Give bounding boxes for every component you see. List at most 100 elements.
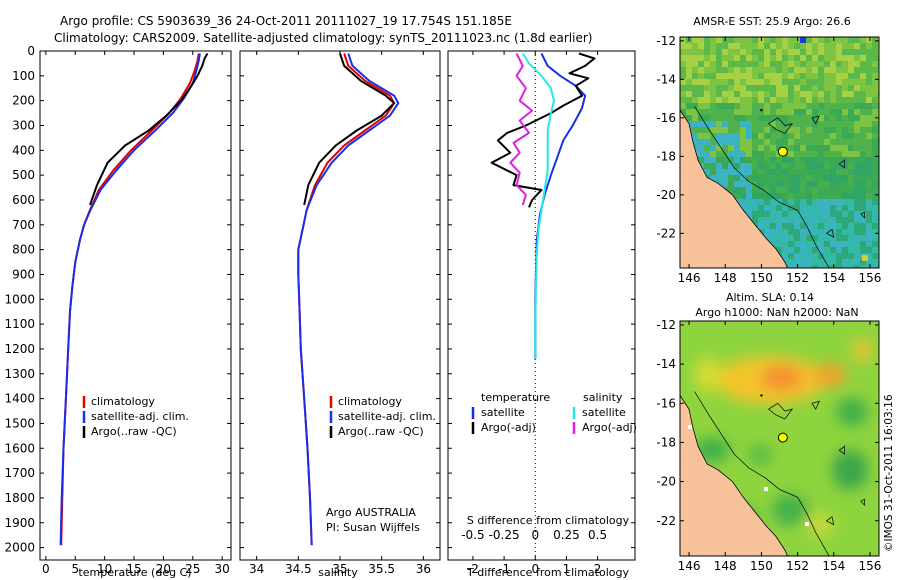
sst-cell: [698, 97, 704, 103]
sst-cell: [824, 169, 830, 175]
sst-cell: [830, 151, 836, 157]
sst-cell: [830, 157, 836, 163]
sst-cell: [728, 187, 734, 193]
sst-cell: [722, 97, 728, 103]
sst-cell: [860, 235, 866, 241]
sst-cell: [836, 235, 842, 241]
sst-cell: [704, 151, 710, 157]
sst-cell: [704, 145, 710, 151]
sst-cell: [794, 181, 800, 187]
sst-cell: [716, 49, 722, 55]
sst-cell: [698, 127, 704, 133]
sst-cell: [854, 229, 860, 235]
longitude-tick-label: 152: [786, 271, 809, 285]
sst-cell: [812, 169, 818, 175]
sst-cell: [848, 199, 854, 205]
sst-cell: [830, 163, 836, 169]
reef-contour: [838, 159, 845, 169]
sst-cell: [764, 223, 770, 229]
sst-cell: [812, 91, 818, 97]
sst-cell: [770, 145, 776, 151]
sst-cell: [866, 37, 872, 43]
sst-cell: [686, 49, 692, 55]
sst-cell: [710, 67, 716, 73]
sst-cell: [686, 109, 692, 115]
sst-cell: [812, 235, 818, 241]
sst-cell: [842, 253, 848, 259]
sst-cell: [842, 229, 848, 235]
sst-cell: [812, 121, 818, 127]
sst-cell: [764, 205, 770, 211]
sst-cell: [836, 133, 842, 139]
sst-cell: [824, 241, 830, 247]
sst-cell: [818, 187, 824, 193]
sst-cell: [800, 265, 806, 268]
sst-cell: [818, 265, 824, 268]
sst-cell: [806, 109, 812, 115]
sst-cell: [794, 67, 800, 73]
sst-cell: [806, 205, 812, 211]
latitude-tick-label: -16: [656, 111, 676, 125]
sst-cell: [716, 73, 722, 79]
sst-cell: [800, 223, 806, 229]
sst-cell: [848, 211, 854, 217]
sst-cell: [866, 91, 872, 97]
sst-cell: [836, 217, 842, 223]
sst-cell: [776, 49, 782, 55]
sst-cell: [848, 169, 854, 175]
sst-cell: [860, 217, 866, 223]
x-tick-label: 20: [156, 562, 171, 576]
sst-cell: [800, 109, 806, 115]
figure-title-line1: Argo profile: CS 5903639_36 24-Oct-2011 …: [60, 14, 512, 28]
sst-cell: [866, 151, 872, 157]
sst-cell: [788, 235, 794, 241]
sst-cell: [860, 223, 866, 229]
argo-float-marker: [777, 432, 788, 443]
sst-cell: [872, 253, 878, 259]
sst-cell: [824, 151, 830, 157]
sst-cell: [776, 187, 782, 193]
sst-cell: [800, 169, 806, 175]
sst-cell: [836, 181, 842, 187]
sst-cell: [758, 217, 764, 223]
sst-cell: [782, 103, 788, 109]
sst-cell: [764, 49, 770, 55]
sst-cell: [788, 259, 794, 265]
sst-cell: [830, 229, 836, 235]
sst-cell: [716, 43, 722, 49]
depth-tick-label: 300: [12, 118, 35, 132]
sst-cell: [698, 151, 704, 157]
sst-cell: [860, 73, 866, 79]
sst-cell: [758, 91, 764, 97]
sst-cell: [818, 151, 824, 157]
sst-cell: [776, 61, 782, 67]
sst-cell: [740, 67, 746, 73]
sst-cell: [842, 37, 848, 43]
sst-cell: [842, 145, 848, 151]
sst-cell: [860, 133, 866, 139]
sst-cell: [824, 259, 830, 265]
sst-cell: [758, 199, 764, 205]
sst-cell: [824, 139, 830, 145]
sst-cell: [842, 157, 848, 163]
sst-cell: [740, 43, 746, 49]
sst-cell: [734, 157, 740, 163]
sst-cell: [722, 115, 728, 121]
sla-map-frame: [679, 320, 880, 557]
sst-cell: [830, 91, 836, 97]
sst-cell: [866, 247, 872, 253]
sst-cell: [848, 163, 854, 169]
sst-cell: [866, 121, 872, 127]
sst-cell: [806, 241, 812, 247]
sst-cell: [770, 121, 776, 127]
sst-cell: [830, 37, 836, 43]
sst-cell: [806, 37, 812, 43]
sst-cell: [836, 73, 842, 79]
sst-cell: [836, 97, 842, 103]
sst-cell: [746, 145, 752, 151]
sst-cell: [704, 157, 710, 163]
sst-cell: [752, 205, 758, 211]
sst-cell: [776, 133, 782, 139]
sst-cell: [764, 235, 770, 241]
sst-cell: [686, 103, 692, 109]
